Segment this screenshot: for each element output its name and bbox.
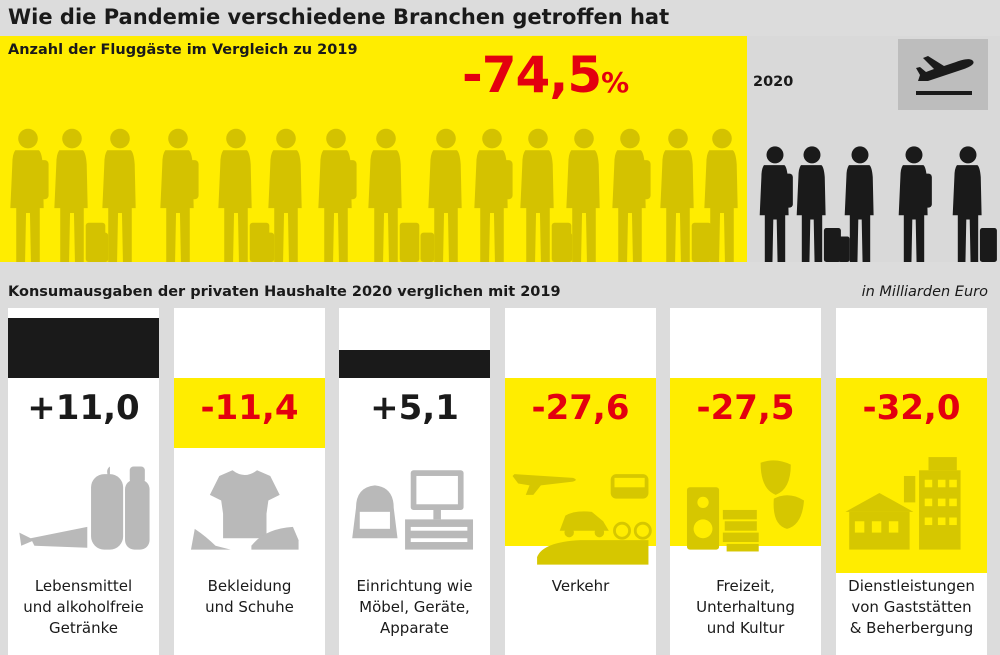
value-label: -32,0 (862, 388, 961, 428)
transport-icon (512, 474, 652, 565)
restaurant-hotel-icon (845, 457, 961, 550)
value-label: +5,1 (370, 388, 459, 428)
category-label-line: von Gaststätten (851, 598, 972, 616)
category-label-line: Bekleidung (207, 577, 292, 595)
pandemic-passenger-silhouette (952, 146, 997, 262)
category-label-line: und Kultur (706, 619, 785, 637)
page-title: Wie die Pandemie verschiedene Branchen g… (8, 5, 670, 29)
pandemic-passenger-silhouette (796, 146, 841, 262)
category-label: Verkehr (507, 576, 654, 597)
spending-bar (174, 378, 325, 448)
passenger-change-unit: % (601, 66, 630, 99)
pandemic-passenger-silhouette (898, 146, 932, 262)
spending-panel: Konsumausgaben der privaten Haushalte 20… (0, 278, 1000, 655)
category-label: Dienstleistungen von Gaststätten & Beherbe… (838, 576, 985, 639)
category-label-line: Apparate (380, 619, 449, 637)
pre-pandemic-passenger-silhouette (420, 128, 462, 262)
value-label: -11,4 (200, 388, 299, 428)
value-label: -27,6 (531, 388, 630, 428)
category-label-line: Verkehr (551, 577, 610, 595)
category-label: Lebensmittel und alkoholfreie Getränke (10, 576, 157, 639)
pre-pandemic-passenger-silhouette (160, 128, 199, 262)
pre-pandemic-passenger-silhouette (368, 128, 420, 262)
category-card: -27,6 Verkehr (505, 308, 656, 655)
category-label-line: Möbel, Geräte, (359, 598, 470, 616)
pre-pandemic-passenger-silhouette (10, 128, 49, 262)
category-label: Freizeit, Unterhaltung und Kultur (672, 576, 819, 639)
category-card: -27,5 Freizeit, Unterhaltung und Kultur (670, 308, 821, 655)
passenger-year-label: 2020 (753, 74, 794, 90)
pre-pandemic-passenger-silhouette (696, 128, 738, 262)
pre-pandemic-passenger-silhouette (474, 128, 513, 262)
furniture-appliances-icon (352, 470, 474, 550)
category-label-line: und alkoholfreie (23, 598, 144, 616)
airplane-departure-icon (898, 39, 988, 110)
category-card: +11,0 Lebensmittel und alkoholfreie Getränk… (8, 308, 159, 655)
pre-pandemic-passenger-silhouette (94, 128, 136, 262)
passenger-change-value: -74,5 (462, 46, 602, 104)
spending-unit: in Milliarden Euro (861, 284, 988, 300)
passenger-change: -74,5% (462, 46, 629, 104)
pre-pandemic-passenger-silhouette (260, 128, 302, 262)
category-card: -32,0 Dienstleistungen von Gaststätten & Be… (836, 308, 987, 655)
clothing-shoes-icon (190, 470, 299, 550)
passenger-subtitle: Anzahl der Fluggäste im Vergleich zu 201… (8, 42, 358, 58)
value-label: -27,5 (696, 388, 795, 428)
pre-pandemic-passenger-silhouette (318, 128, 357, 262)
category-label-line: & Beherbergung (849, 619, 974, 637)
spending-bar (8, 318, 159, 378)
category-label-line: Einrichtung wie (356, 577, 473, 595)
category-label-line: Getränke (49, 619, 118, 637)
value-label: +11,0 (27, 388, 140, 428)
category-card: +5,1 Einrichtung wie Möbel, Geräte, Apparat… (339, 308, 490, 655)
pandemic-passenger-silhouette (837, 146, 874, 262)
category-label-line: Lebensmittel (34, 577, 133, 595)
category-label: Einrichtung wie Möbel, Geräte, Apparate (341, 576, 488, 639)
category-label-line: Freizeit, (716, 577, 775, 595)
passenger-silhouettes (10, 128, 997, 262)
category-label-line: Dienstleistungen (848, 577, 975, 595)
leisure-culture-icon (686, 460, 805, 552)
pre-pandemic-passenger-silhouette (612, 128, 651, 262)
spending-subtitle: Konsumausgaben der privaten Haushalte 20… (8, 284, 561, 300)
groceries-icon (19, 466, 150, 550)
pre-pandemic-passenger-silhouette (558, 128, 600, 262)
category-card: -11,4 Bekleidung und Schuhe (174, 308, 325, 655)
pandemic-passenger-silhouette (759, 146, 793, 262)
passenger-panel: Anzahl der Fluggäste im Vergleich zu 201… (0, 36, 1000, 262)
category-label-line: und Schuhe (205, 598, 294, 616)
category-label-line: Unterhaltung (696, 598, 795, 616)
spending-bar (339, 350, 490, 378)
category-label: Bekleidung und Schuhe (176, 576, 323, 618)
pre-pandemic-passenger-silhouette (218, 128, 270, 262)
